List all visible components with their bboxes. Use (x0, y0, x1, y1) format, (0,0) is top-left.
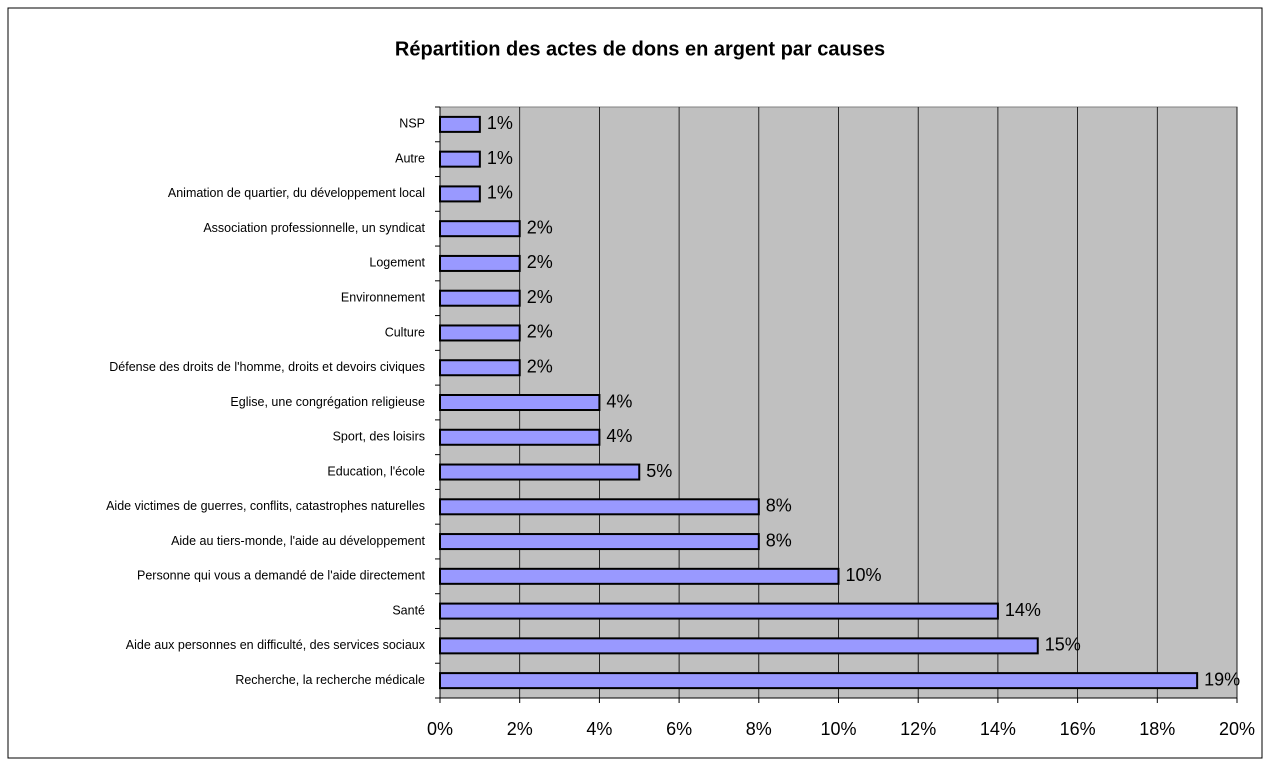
y-tick-label: Autre (395, 151, 425, 165)
y-tick-label: Eglise, une congrégation religieuse (230, 395, 425, 409)
value-label: 10% (846, 565, 882, 585)
x-tick-label: 12% (900, 719, 936, 739)
chart-title: Répartition des actes de dons en argent … (395, 38, 885, 60)
x-tick-label: 20% (1219, 719, 1255, 739)
value-label: 2% (527, 322, 553, 342)
value-label: 19% (1204, 669, 1240, 689)
x-tick-label: 16% (1060, 719, 1096, 739)
y-tick-label: Défense des droits de l'homme, droits et… (109, 360, 425, 374)
bar (439, 602, 999, 620)
x-tick-label: 8% (746, 719, 772, 739)
y-tick-label: NSP (399, 117, 425, 131)
y-tick-label: Culture (385, 325, 425, 339)
y-tick-label: Education, l'école (327, 464, 425, 478)
bar (439, 115, 481, 133)
y-tick-label: Animation de quartier, du développement … (168, 186, 425, 200)
value-label: 2% (527, 217, 553, 237)
x-tick-label: 6% (666, 719, 692, 739)
bar (439, 533, 760, 551)
bar (439, 567, 840, 585)
value-label: 1% (487, 148, 513, 168)
bar (439, 394, 601, 411)
value-label: 4% (606, 426, 632, 446)
bar (439, 324, 521, 342)
x-tick-label: 18% (1139, 719, 1175, 739)
value-label: 8% (766, 530, 792, 550)
value-label: 14% (1005, 600, 1041, 620)
bar (439, 672, 1199, 690)
value-label: 4% (606, 391, 632, 411)
x-tick-label: 14% (980, 719, 1016, 739)
bar (439, 428, 601, 446)
bar (439, 289, 521, 307)
y-tick-label: Sport, des loisirs (333, 430, 425, 444)
y-tick-label: Recherche, la recherche médicale (235, 673, 425, 687)
bar (439, 637, 1039, 655)
value-label: 2% (527, 287, 553, 307)
y-tick-label: Aide au tiers-monde, l'aide au développe… (171, 534, 425, 548)
bar (439, 498, 760, 516)
value-label: 1% (487, 183, 513, 203)
value-label: 2% (527, 356, 553, 376)
value-label: 15% (1045, 635, 1081, 655)
bar (439, 359, 521, 377)
x-tick-label: 0% (427, 719, 453, 739)
y-tick-label: Aide victimes de guerres, conflits, cata… (106, 499, 425, 513)
x-tick-label: 4% (586, 719, 612, 739)
value-label: 8% (766, 496, 792, 516)
value-label: 5% (646, 461, 672, 481)
x-tick-label: 2% (507, 719, 533, 739)
y-tick-label: Environnement (341, 291, 426, 305)
bar (439, 150, 481, 168)
y-tick-label: Personne qui vous a demandé de l'aide di… (137, 569, 426, 583)
x-tick-label: 10% (820, 719, 856, 739)
bar (439, 254, 521, 272)
y-tick-label: Santé (392, 603, 425, 617)
y-tick-label: Association professionnelle, un syndicat (203, 221, 425, 235)
value-label: 1% (487, 113, 513, 133)
bar (439, 185, 481, 203)
bar (439, 220, 521, 238)
y-tick-label: Logement (369, 256, 425, 270)
bar (439, 463, 641, 481)
y-tick-label: Aide aux personnes en difficulté, des se… (126, 638, 426, 652)
value-label: 2% (527, 252, 553, 272)
